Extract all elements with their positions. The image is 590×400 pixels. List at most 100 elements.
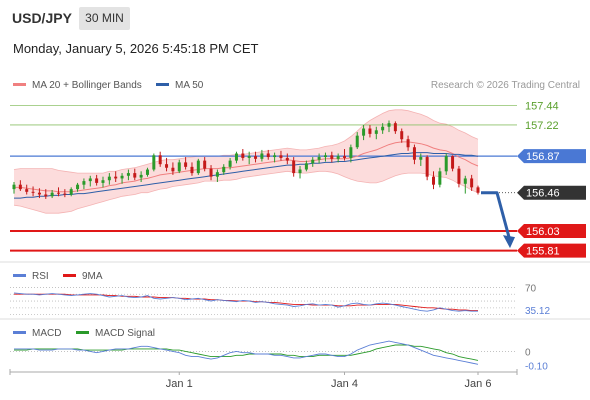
legend-ma20: MA 20 + Bollinger Bands [13,80,142,91]
candle [95,174,99,186]
candle-body [406,139,410,148]
candle-body [120,175,124,179]
candle-body [145,169,149,175]
candle [266,149,270,160]
candle [37,188,41,199]
candle [349,144,353,163]
candle-body [419,157,423,160]
candle [76,182,80,192]
legend-ma50-swatch [156,82,169,86]
candle [82,178,86,190]
candle-body [228,160,232,167]
x-tick-label: Jan 6 [465,378,492,390]
last-price-label: 156.46 [526,188,560,200]
candle [362,124,366,141]
candle [31,186,35,197]
rsi-line [13,292,478,312]
candle-body [463,178,467,184]
bollinger-lower-line [13,170,479,214]
legend-macd: MACD [13,328,61,339]
legend-rsi-ma-label: 9MA [82,271,103,282]
candle [133,168,137,181]
candle-body [18,184,22,190]
candle [393,121,397,134]
candle [120,173,124,184]
candle-body [425,157,429,177]
candle-body [349,147,353,158]
candle [203,157,207,172]
legend-ma50: MA 50 [156,80,203,91]
candle [107,173,111,185]
candle [292,157,296,177]
pivot-level-label: 156.87 [526,151,560,163]
macd-signal-line [14,344,479,361]
candle [184,157,188,170]
candle [69,187,73,197]
candle [215,169,219,183]
support-level-tag [517,224,586,239]
candle [457,165,461,188]
candle [476,185,480,195]
candle-body [247,156,251,158]
candle-body [114,176,118,179]
candle [323,152,327,162]
candle [158,151,162,167]
candle-body [400,131,404,140]
support-level-label: 155.81 [526,246,560,258]
candle-body [196,160,200,174]
candle-body [222,166,226,173]
candle-body [241,153,245,158]
candle [56,187,60,197]
candle-body [323,155,327,158]
macd-last-label: -0.10 [525,361,548,372]
candle-body [393,123,397,132]
macd-line [14,340,479,365]
candle [381,123,385,134]
candle [412,144,416,165]
candle [463,175,467,194]
candle [400,128,404,143]
candle [343,149,347,161]
timeframe-button[interactable]: 30 MIN [79,7,130,30]
candle-body [355,135,359,148]
candle-body [158,155,162,165]
candle [152,153,156,172]
candle [209,165,213,181]
candle [196,158,200,175]
candle-body [292,160,296,174]
candle [114,171,118,183]
candle-body [139,174,143,178]
target-level-label: 157.44 [525,100,559,112]
candle [126,169,130,181]
candle [406,135,410,151]
candle [88,175,92,187]
candle [355,132,359,150]
candle [273,152,277,163]
candle-body [190,166,194,174]
support-level-tag [517,243,586,258]
legend-rsi-label: RSI [32,271,49,282]
candle-body [266,153,270,158]
candle-body [317,157,321,160]
candle-body [311,159,315,164]
legend-macd-label: MACD [32,328,62,339]
candle [451,155,455,172]
candle [368,124,372,138]
candle-body [184,162,188,167]
candle-body [381,126,385,131]
candle [285,153,289,165]
candle [25,184,29,195]
legend-rsi-ma-swatch [63,273,76,277]
legend-macd-signal: MACD Signal [76,328,155,339]
candle [432,171,436,190]
candle [190,162,194,176]
candle-body [171,167,175,172]
candle-body [44,194,48,197]
candle [279,150,283,161]
candle-body [412,147,416,160]
candle-body [152,155,156,170]
candle [304,160,308,172]
candle [317,153,321,164]
legend-ma50-label: MA 50 [175,80,204,91]
